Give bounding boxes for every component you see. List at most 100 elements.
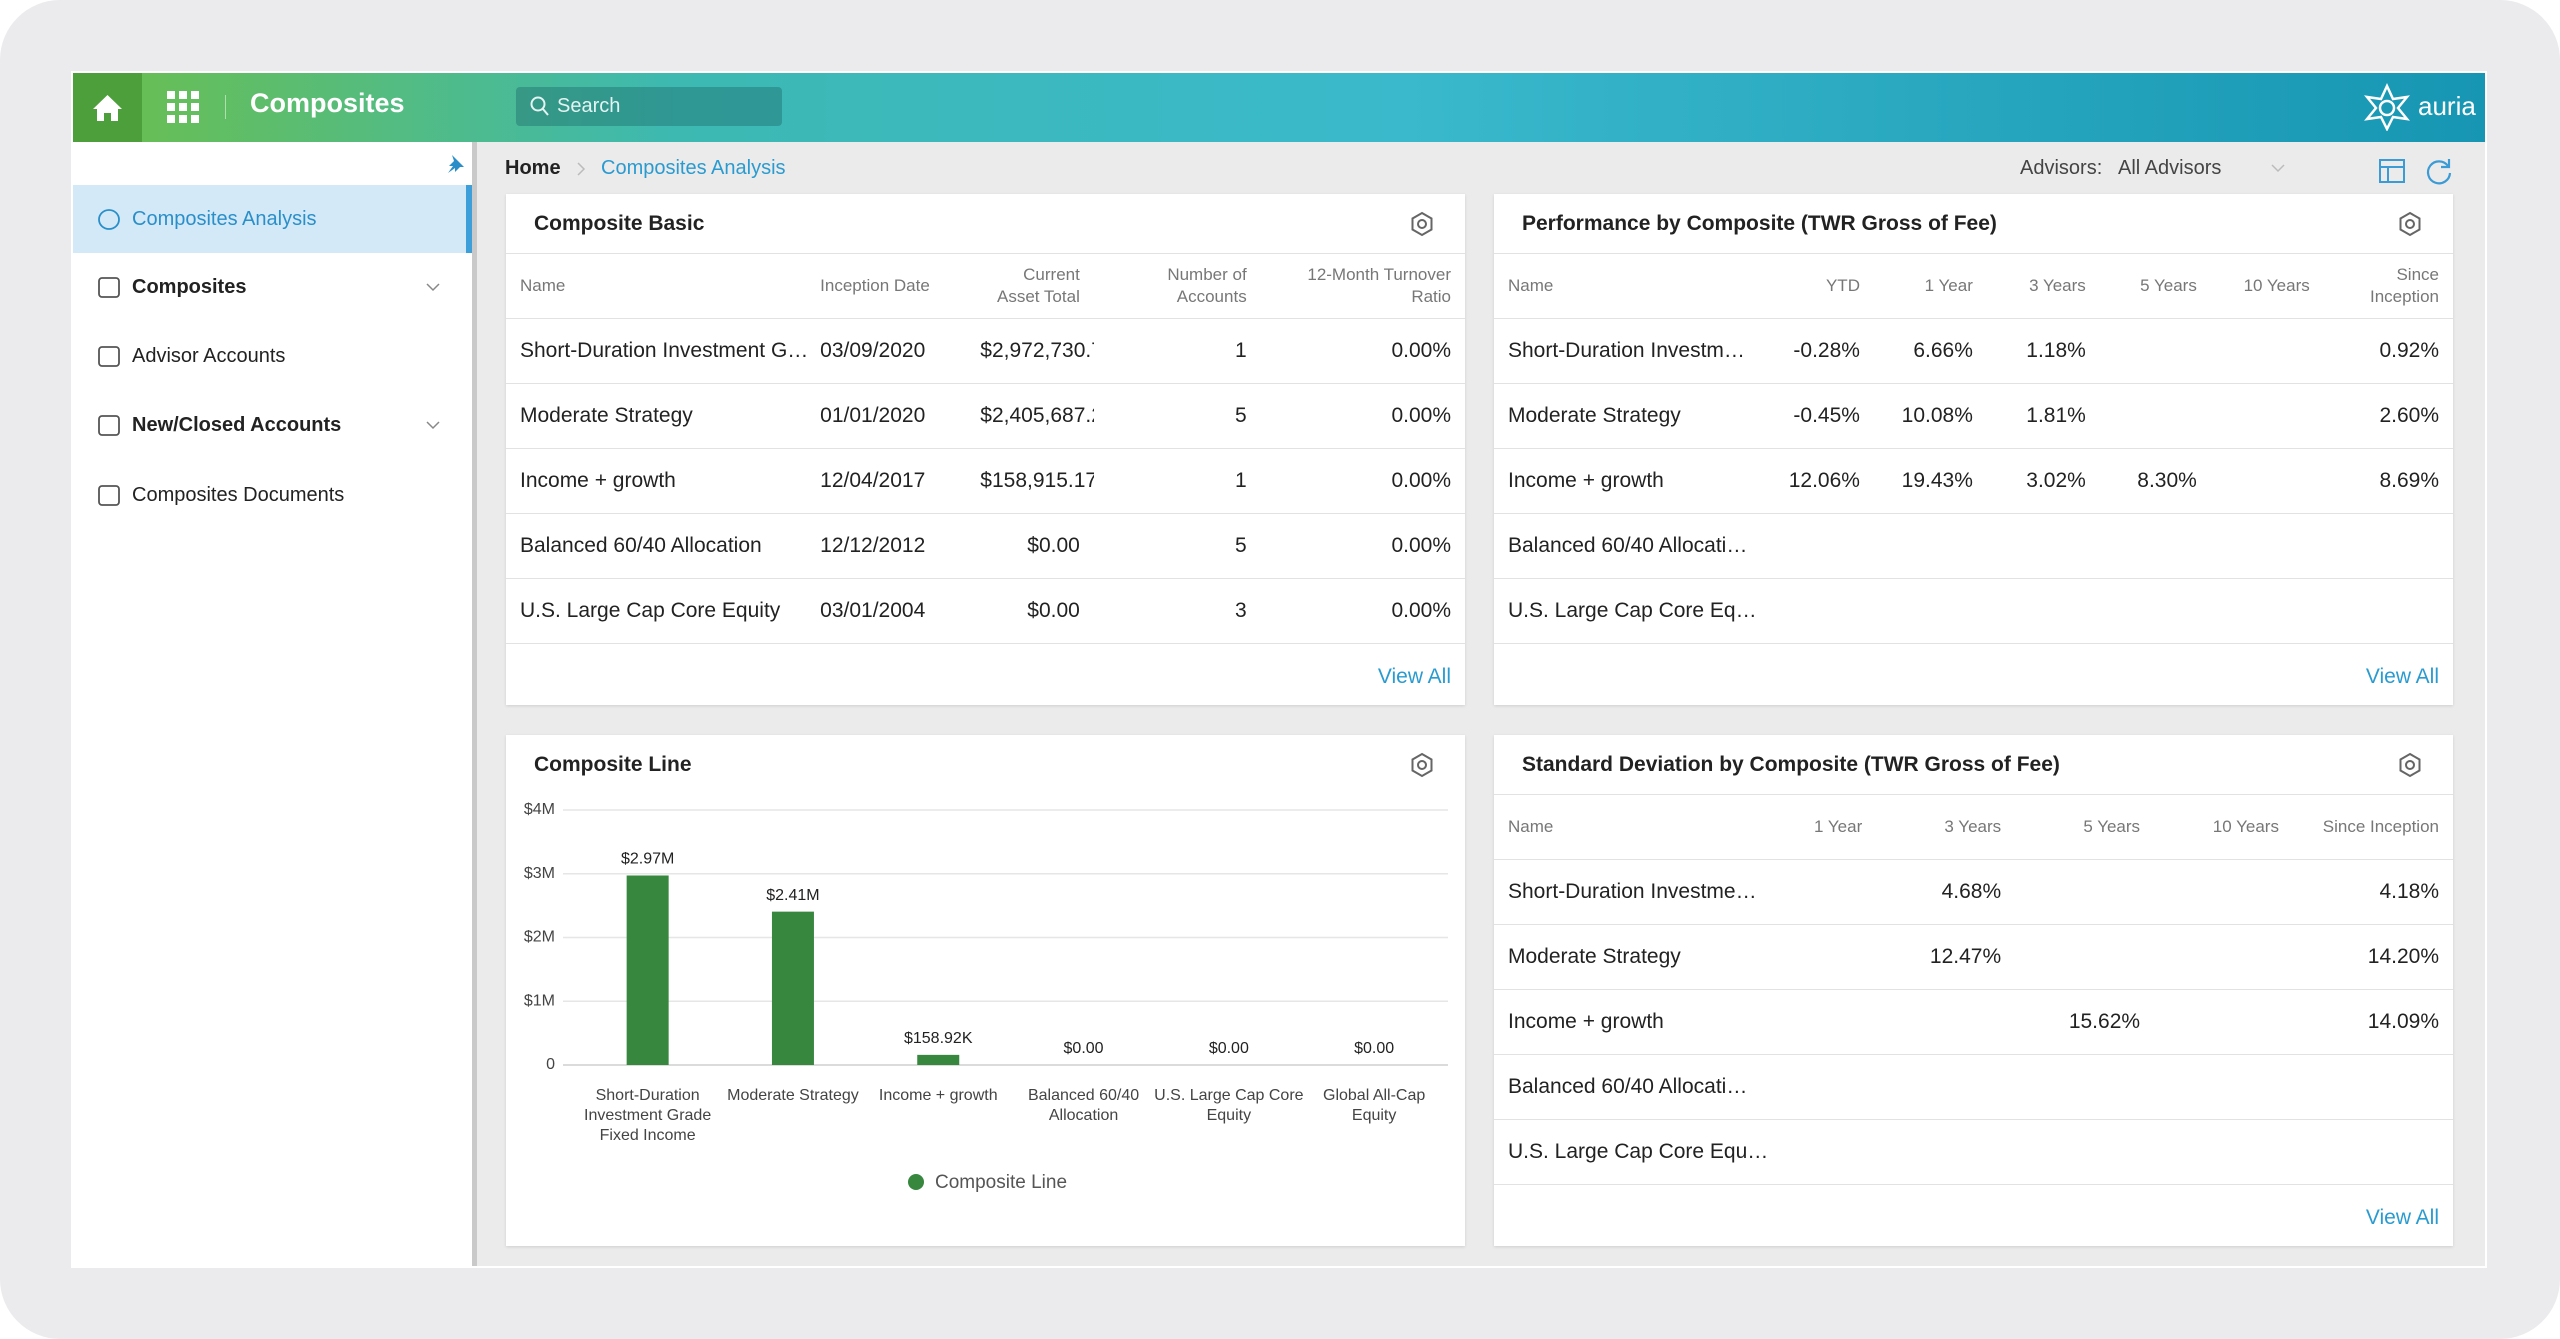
apps-icon[interactable] [166, 90, 200, 124]
performance-card: Performance by Composite (TWR Gross of F… [1494, 194, 2453, 705]
table-cell [2324, 514, 2453, 579]
breadcrumb-home[interactable]: Home [505, 157, 561, 180]
table-cell: 12.47% [1876, 925, 2015, 990]
table-cell [1780, 1055, 1877, 1120]
table-cell [2154, 1120, 2293, 1185]
table-cell: 10.08% [1874, 384, 1987, 449]
view-all-link[interactable]: View All [1378, 665, 1451, 689]
table-cell: 1 [1094, 319, 1261, 384]
data-table: NameInception DateCurrent Asset TotalNum… [506, 253, 1465, 644]
table-cell: 14.20% [2293, 925, 2453, 990]
data-table: NameYTD1 Year3 Years5 Years10 YearsSince… [1494, 253, 2453, 644]
card-title: Performance by Composite (TWR Gross of F… [1522, 194, 1997, 253]
dropdown-chevron [2270, 162, 2286, 174]
table-cell: -0.45% [1763, 384, 1874, 449]
table-cell: 8.30% [2100, 449, 2211, 514]
table-cell: $2,405,687.28 [966, 384, 1094, 449]
table-cell [1876, 1055, 2015, 1120]
settings-icon[interactable] [2397, 211, 2423, 237]
value-label: $0.00 [1209, 1040, 1249, 1057]
table-body: Short-Duration Investment G…03/09/2020$2… [506, 319, 1465, 644]
table-cell [2154, 1055, 2293, 1120]
settings-icon[interactable] [1409, 211, 1435, 237]
advisors-select[interactable]: All Advisors [2118, 157, 2221, 180]
table-cell: 3 [1094, 579, 1261, 644]
composite-line-card: Composite Line 0$1M$2M$3M$4M$2.97M$2.41M… [506, 735, 1465, 1246]
column-header: 12-Month Turnover Ratio [1261, 254, 1465, 319]
icon-shape [99, 278, 119, 297]
header-row: NameInception DateCurrent Asset TotalNum… [506, 254, 1465, 319]
value-label: $0.00 [1064, 1040, 1104, 1057]
table-body: Short-Duration Investm…-0.28%6.66%1.18%0… [1494, 319, 2453, 644]
table-head: Name1 Year3 Years5 Years10 YearsSince In… [1494, 795, 2453, 860]
advisors-label: Advisors: [2020, 157, 2102, 180]
x-tick-label: U.S. Large Cap Core Equity [1154, 1086, 1304, 1126]
table-row: Income + growth12.06%19.43%3.02%8.30%8.6… [1494, 449, 2453, 514]
table-cell: Moderate Strategy [1494, 384, 1763, 449]
table-row: Balanced 60/40 Allocati… [1494, 1055, 2453, 1120]
sidebar-item[interactable]: Composites Documents [73, 461, 472, 529]
table-cell [2015, 1120, 2154, 1185]
y-tick-label: $3M [524, 865, 555, 882]
chevron [427, 422, 439, 428]
table-row: Short-Duration Investment G…03/09/2020$2… [506, 319, 1465, 384]
refresh-icon[interactable] [2424, 156, 2454, 186]
column-header: 1 Year [1874, 254, 1987, 319]
sidebar-item[interactable]: New/Closed Accounts [73, 391, 472, 459]
sidebar-item[interactable]: Advisor Accounts [73, 322, 472, 390]
table-row: Short-Duration Investm…-0.28%6.66%1.18%0… [1494, 319, 2453, 384]
column-header: Current Asset Total [966, 254, 1094, 319]
table-row: U.S. Large Cap Core Equity03/01/2004$0.0… [506, 579, 1465, 644]
settings-icon[interactable] [1409, 752, 1435, 778]
column-header: 10 Years [2211, 254, 2324, 319]
table-cell: Income + growth [1494, 990, 1780, 1055]
x-tick-label: Global All-Cap Equity [1299, 1086, 1449, 1126]
x-tick-label: Balanced 60/40 Allocation [1009, 1086, 1159, 1126]
home-button[interactable] [73, 73, 142, 142]
settings-icon[interactable] [2397, 752, 2423, 778]
table-cell: 1 [1094, 449, 1261, 514]
table-row: Balanced 60/40 Allocati… [1494, 514, 2453, 579]
search-box[interactable] [516, 87, 782, 126]
brand-logo [2363, 83, 2411, 131]
gear-shape [1413, 213, 1432, 235]
table-cell: 0.92% [2324, 319, 2453, 384]
column-header: 10 Years [2154, 795, 2293, 860]
top-bar [73, 73, 2485, 142]
table-cell [2015, 1055, 2154, 1120]
y-tick-label: $2M [524, 929, 555, 946]
card-title: Standard Deviation by Composite (TWR Gro… [1522, 735, 2060, 794]
view-all-link[interactable]: View All [2366, 665, 2439, 689]
sidebar-item[interactable]: Composites Analysis [73, 185, 472, 253]
gear-hole [1418, 220, 1426, 228]
table-cell: 2.60% [2324, 384, 2453, 449]
column-header: Name [1494, 254, 1763, 319]
gear-hole [2406, 220, 2414, 228]
table-cell: 14.09% [2293, 990, 2453, 1055]
column-header: 1 Year [1780, 795, 1877, 860]
value-label: $2.97M [621, 851, 674, 868]
sidebar-item[interactable]: Composites [73, 253, 472, 321]
table-cell [1987, 579, 2100, 644]
divider [225, 95, 226, 119]
table-cell: 0.00% [1261, 449, 1465, 514]
std-dev-card: Standard Deviation by Composite (TWR Gro… [1494, 735, 2453, 1246]
icon-shape [99, 416, 119, 435]
table-cell [2015, 925, 2154, 990]
table-cell: 15.62% [2015, 990, 2154, 1055]
table-cell: 0.00% [1261, 319, 1465, 384]
table-cell: $0.00 [966, 579, 1094, 644]
breadcrumb-current: Composites Analysis [601, 157, 786, 180]
bar [772, 912, 814, 1065]
table-cell [1874, 514, 1987, 579]
pin-icon[interactable] [444, 153, 466, 175]
expand-chevron [425, 419, 441, 431]
view-all-link[interactable]: View All [2366, 1206, 2439, 1230]
sidebar-icon [96, 206, 122, 232]
y-tick-label: $1M [524, 992, 555, 1009]
table-cell [2100, 384, 2211, 449]
table-cell: $158,915.17 [966, 449, 1094, 514]
column-header: YTD [1763, 254, 1874, 319]
table-cell [1876, 990, 2015, 1055]
layout-icon[interactable] [2378, 157, 2406, 185]
